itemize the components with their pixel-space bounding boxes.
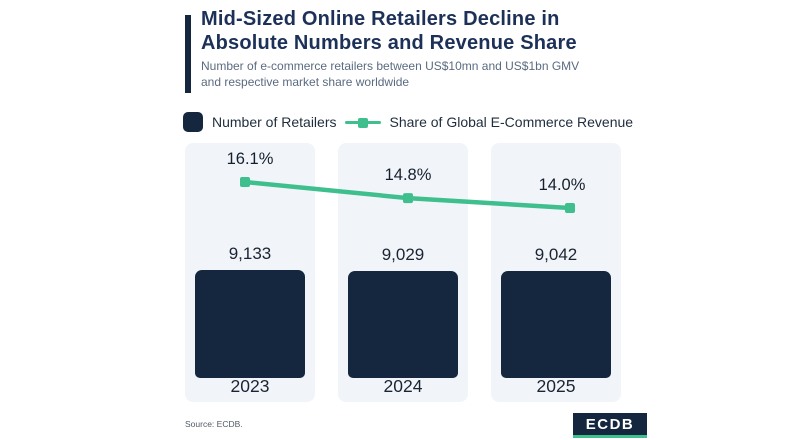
bar-value-label: 9,042 [534,245,578,264]
revenue-share-label-2024: 14.8% [384,166,432,185]
page-subtitle: Number of e-commerce retailers between U… [201,59,579,90]
page-title-line-2: Absolute Numbers and Revenue Share [201,32,577,54]
title-accent-bar [185,15,191,93]
legend-label-retailers: Number of Retailers [212,114,337,130]
bar-value-label: 9,029 [381,245,425,264]
year-label: 2024 [383,376,423,396]
ecdb-logo-text: ECDB [585,415,635,433]
revenue-share-label-2023: 16.1% [226,150,274,168]
page-title: Mid-Sized Online Retailers Decline in Ab… [201,7,577,55]
retailers-bar-2024 [348,271,458,378]
legend-label-revenue-share: Share of Global E-Commerce Revenue [389,114,634,130]
chart-column-2025: 9,042 2025 [491,143,621,402]
page-subtitle-line-1: Number of e-commerce retailers between U… [201,59,580,73]
bar-swatch-icon [183,112,203,132]
year-label: 2023 [230,376,270,396]
legend-item-retailers: Number of Retailers [183,112,337,132]
page-subtitle-line-2: and respective market share worldwide [201,74,410,89]
page-title-line-1: Mid-Sized Online Retailers Decline in [201,8,560,30]
source-note: Source: ECDB. [185,419,243,429]
retailers-bar-2023 [195,270,305,378]
chart-legend: Number of Retailers Share of Global E-Co… [183,110,633,134]
retailers-bar-2025 [501,271,611,378]
chart-column-2023: 9,133 2023 [185,143,315,402]
chart-area: 9,133 2023 9,029 2024 9,042 2025 16.1% 1… [185,143,621,402]
legend-item-revenue-share: Share of Global E-Commerce Revenue [344,112,634,132]
line-marker-icon [344,112,381,132]
revenue-share-label-2025: 14.0% [538,176,586,195]
year-label: 2025 [536,376,576,396]
ecdb-logo: ECDB [573,413,647,438]
bar-value-label: 9,133 [228,244,272,263]
